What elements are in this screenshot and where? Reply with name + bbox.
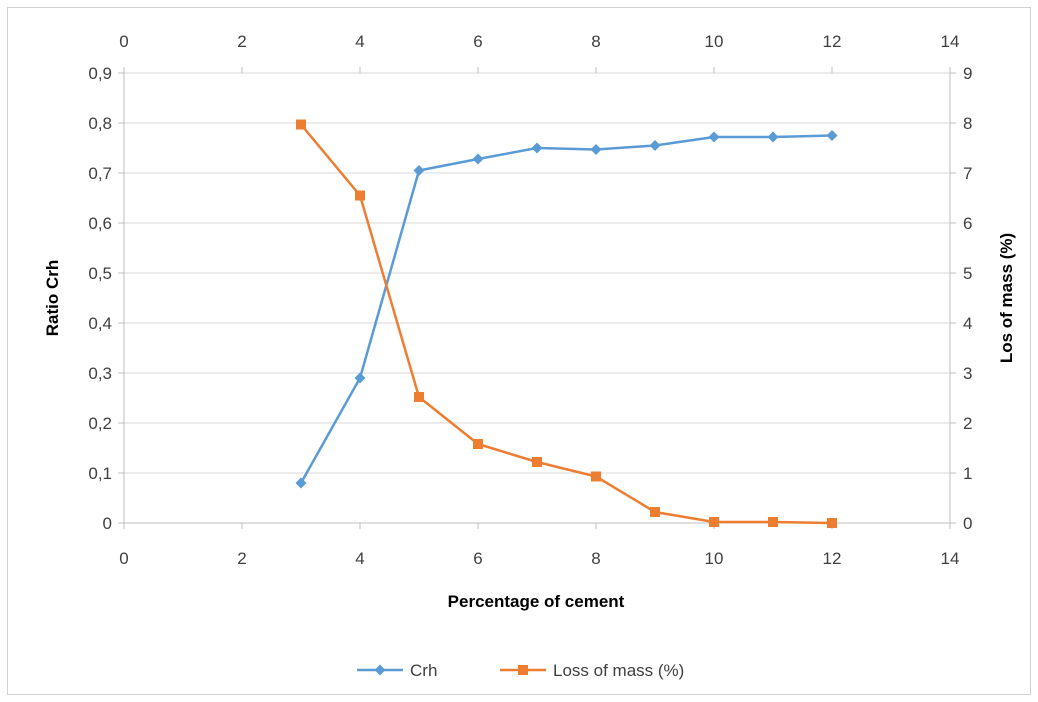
y-right-tick-label: 2 xyxy=(963,414,972,433)
series-line xyxy=(300,123,833,525)
x-top-tick-label: 8 xyxy=(591,32,600,51)
y-left-tick-label: 0,7 xyxy=(88,164,112,183)
x-axis-bottom-ticks: 0 2 4 6 8 10 12 14 xyxy=(119,523,959,568)
y-axis-left-title: Ratio Crh xyxy=(43,260,62,337)
axes xyxy=(123,73,951,524)
data-point xyxy=(355,190,365,201)
legend-swatch-marker xyxy=(374,664,386,676)
y-left-tick-label: 0 xyxy=(103,514,112,533)
y-right-tick-label: 4 xyxy=(963,314,972,333)
x-tick-label: 2 xyxy=(237,549,246,568)
y-right-tick-label: 9 xyxy=(963,64,972,83)
x-top-tick-label: 10 xyxy=(705,32,724,51)
data-point xyxy=(296,119,306,130)
y-axis-right-title: Los of mass (%) xyxy=(997,233,1016,363)
chart-frame xyxy=(7,7,1031,695)
data-point xyxy=(354,372,366,384)
x-top-tick-label: 6 xyxy=(473,32,482,51)
y-right-tick-label: 6 xyxy=(963,214,972,233)
data-point xyxy=(473,439,483,449)
data-point xyxy=(532,457,542,467)
x-tick-label: 6 xyxy=(473,549,482,568)
data-point xyxy=(414,392,424,402)
legend-label: Crh xyxy=(410,661,437,680)
y-axis-left-ticks: 0 0,1 0,2 0,3 0,4 0,5 0,6 0,7 0,8 0,9 xyxy=(88,64,124,533)
x-axis-title: Percentage of cement xyxy=(448,592,625,611)
data-point xyxy=(768,517,778,527)
gridlines xyxy=(124,72,950,524)
data-point xyxy=(413,165,425,176)
y-left-tick-label: 0,9 xyxy=(88,64,112,83)
series xyxy=(295,119,838,528)
y-right-tick-label: 0 xyxy=(963,514,972,533)
x-tick-label: 10 xyxy=(705,549,724,568)
y-right-tick-label: 5 xyxy=(963,264,972,283)
series-line xyxy=(299,134,833,484)
x-tick-label: 8 xyxy=(591,549,600,568)
legend-swatch-marker xyxy=(518,665,528,675)
x-tick-label: 12 xyxy=(823,549,842,568)
y-left-tick-label: 0,5 xyxy=(88,264,112,283)
data-point xyxy=(590,144,602,155)
y-left-tick-label: 0,8 xyxy=(88,114,112,133)
y-right-tick-label: 7 xyxy=(963,164,972,183)
data-point xyxy=(649,140,661,151)
x-top-tick-label: 0 xyxy=(119,32,128,51)
x-tick-label: 4 xyxy=(355,549,364,568)
legend: Crh Loss of mass (%) xyxy=(357,661,684,680)
x-top-tick-label: 12 xyxy=(823,32,842,51)
x-top-tick-label: 2 xyxy=(237,32,246,51)
data-point xyxy=(827,518,837,528)
x-tick-label: 14 xyxy=(941,549,960,568)
data-point xyxy=(708,131,720,143)
y-left-tick-label: 0,2 xyxy=(88,414,112,433)
y-left-tick-label: 0,3 xyxy=(88,364,112,383)
y-right-tick-label: 1 xyxy=(963,464,972,483)
series-2 xyxy=(296,119,837,528)
data-point xyxy=(472,153,484,165)
y-right-tick-label: 8 xyxy=(963,114,972,133)
data-point xyxy=(591,471,601,482)
y-right-tick-label: 3 xyxy=(963,364,972,383)
x-tick-label: 0 xyxy=(119,549,128,568)
y-left-tick-label: 0,6 xyxy=(88,214,112,233)
x-axis-top-ticks: 0 2 4 6 8 10 12 14 xyxy=(119,32,959,73)
data-point xyxy=(650,507,660,517)
y-left-tick-label: 0,1 xyxy=(88,464,112,483)
data-point xyxy=(531,142,543,154)
data-point xyxy=(709,517,719,527)
series-1 xyxy=(295,130,838,489)
data-point xyxy=(295,477,307,489)
y-axis-right-ticks: 0 1 2 3 4 5 6 7 8 9 xyxy=(950,64,972,533)
x-top-tick-label: 14 xyxy=(941,32,960,51)
legend-item: Crh xyxy=(357,661,437,680)
y-left-tick-label: 0,4 xyxy=(88,314,112,333)
data-point xyxy=(826,130,838,141)
x-top-tick-label: 4 xyxy=(355,32,364,51)
legend-item: Loss of mass (%) xyxy=(500,661,684,680)
data-point xyxy=(767,131,779,143)
legend-label: Loss of mass (%) xyxy=(553,661,684,680)
